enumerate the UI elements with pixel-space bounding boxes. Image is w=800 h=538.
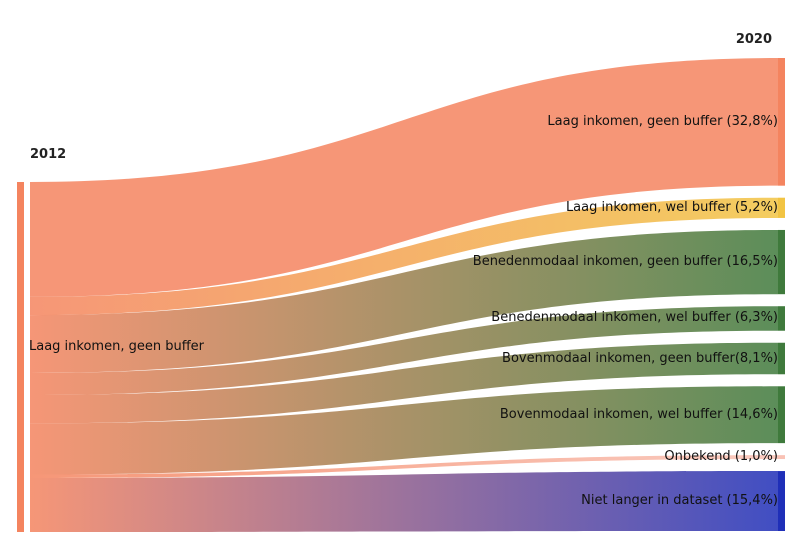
target-label-1: Laag inkomen, wel buffer (5,2%): [565, 199, 778, 215]
flow-7: [30, 471, 778, 532]
target-label-4: Bovenmodaal inkomen, geen buffer(8,1%): [502, 350, 778, 366]
target-label-6: Onbekend (1,0%): [664, 449, 778, 465]
node-group: [17, 58, 785, 532]
flow-1: [30, 197, 778, 316]
target-node-6: [778, 455, 785, 460]
target-label-2: Benedenmodaal inkomen, geen buffer (16,5…: [472, 254, 778, 270]
target-node-1: [778, 197, 785, 218]
target-node-7: [778, 471, 785, 531]
flow-0: [30, 58, 778, 297]
target-node-2: [778, 229, 785, 295]
target-label-0: Laag inkomen, geen buffer (32,8%): [547, 113, 778, 129]
source-node-label: Laag inkomen, geen buffer: [29, 339, 205, 354]
flow-3: [30, 306, 778, 396]
target-label-5: Bovenmodaal inkomen, wel buffer (14,6%): [499, 406, 778, 422]
target-label-7: Niet langer in dataset (15,4%): [581, 493, 778, 509]
target-node-4: [778, 342, 785, 375]
flow-group: [30, 58, 778, 532]
source-node: [17, 182, 24, 532]
flow-2: [30, 229, 778, 373]
flow-4: [30, 342, 778, 424]
flow-5: [30, 386, 778, 475]
target-node-0: [778, 58, 785, 186]
target-node-3: [778, 306, 785, 331]
flow-6: [30, 455, 778, 479]
year-2012-label: 2012: [30, 147, 67, 162]
target-label-3: Benedenmodaal inkomen, wel buffer (6,3%): [491, 310, 778, 326]
target-node-5: [778, 386, 785, 444]
year-2020-label: 2020: [735, 32, 772, 47]
